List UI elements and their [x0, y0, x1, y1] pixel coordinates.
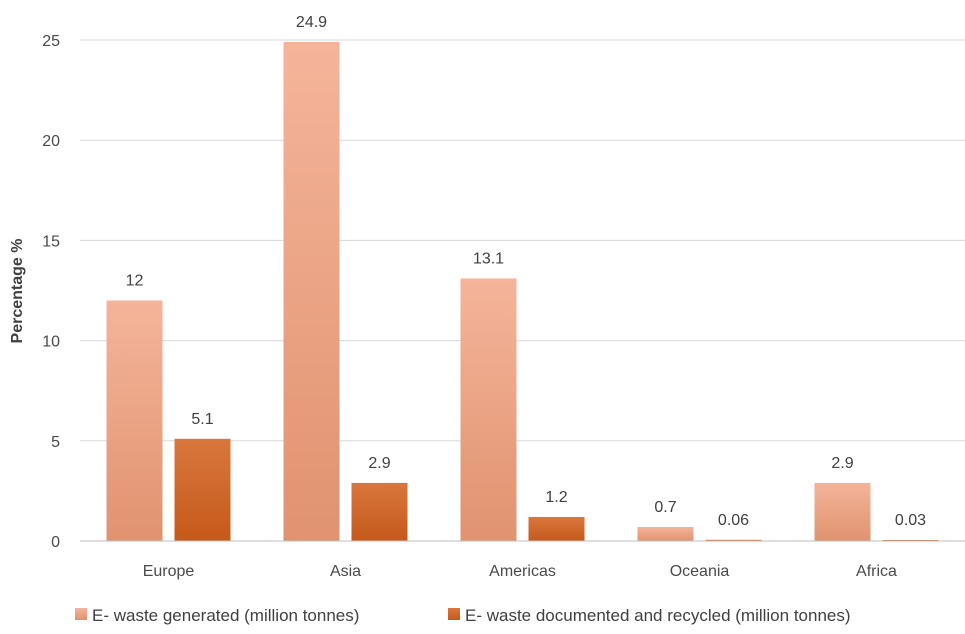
y-tick-label: 20	[42, 133, 60, 150]
data-label: 12	[126, 273, 144, 290]
data-label: 5.1	[191, 411, 213, 428]
legend: E- waste generated (million tonnes) E- w…	[75, 606, 851, 625]
gridlines	[80, 39, 965, 442]
data-label: 2.9	[831, 455, 853, 472]
y-axis-title: Percentage %	[9, 239, 26, 344]
data-label: 2.9	[368, 455, 390, 472]
bar-asia-series-1	[283, 42, 340, 542]
x-tick-label: Africa	[856, 563, 897, 580]
legend-swatch-generated	[75, 608, 87, 620]
data-labels: 12 5.1 24.9 2.9 13.1 1.2 0.7 0.06 2.9 0.03	[126, 14, 927, 529]
x-tick-label: Americas	[489, 563, 556, 580]
y-tick-label: 10	[42, 334, 60, 351]
y-tick-label: 15	[42, 233, 60, 250]
y-tick-label: 25	[42, 33, 60, 50]
x-tick-label: Europe	[143, 563, 195, 580]
bar-americas-series-1	[460, 278, 517, 541]
x-tick-label: Asia	[330, 563, 361, 580]
y-tick-label: 5	[51, 434, 60, 451]
legend-swatch-recycled	[448, 608, 460, 620]
bar-oceania-series-1	[637, 526, 694, 541]
bar-africa-series-1	[814, 482, 871, 541]
x-tick-label: Oceania	[670, 563, 730, 580]
legend-label-recycled: E- waste documented and recycled (millio…	[465, 606, 851, 625]
legend-label-generated: E- waste generated (million tonnes)	[92, 606, 359, 625]
data-label: 24.9	[296, 14, 327, 31]
bar-americas-series-2	[528, 516, 585, 541]
axes: 0 5 10 15 20 25 Europe Asia Americas Oceania Afric…	[42, 33, 965, 580]
bar-asia-series-2	[351, 482, 408, 541]
y-tick-label: 0	[51, 534, 60, 551]
data-label: 0.03	[895, 512, 926, 529]
bar-oceania-series-2	[705, 539, 762, 541]
data-label: 1.2	[545, 489, 567, 506]
bar-europe-series-1	[106, 300, 163, 541]
data-label: 0.7	[654, 499, 676, 516]
bar-europe-series-2	[174, 438, 231, 541]
data-label: 13.1	[473, 250, 504, 267]
data-label: 0.06	[718, 512, 749, 529]
bars	[106, 42, 939, 542]
